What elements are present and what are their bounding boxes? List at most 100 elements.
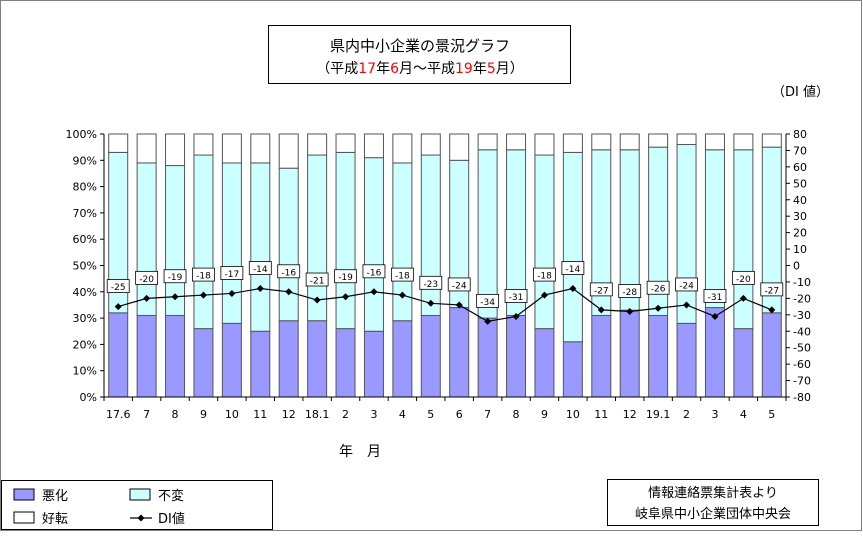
x-tick-label: 4 [399, 408, 406, 421]
right-tick-label: 80 [793, 128, 807, 141]
di-data-label: -14 [566, 265, 581, 275]
subtitle-part: 19 [455, 61, 473, 77]
legend-label-better: 好転 [42, 512, 68, 527]
di-point [739, 294, 747, 302]
right-tick-label: 10 [793, 243, 807, 256]
legend-swatch-same [129, 488, 151, 501]
subtitle-part: （平成 [316, 61, 358, 77]
di-label-box [192, 267, 215, 282]
bar-worse [278, 320, 299, 398]
bar-better [250, 133, 271, 164]
di-point [313, 296, 321, 304]
bar-better [477, 133, 498, 151]
bar-same [335, 151, 356, 330]
right-tick-label: -30 [793, 309, 811, 322]
bar-same [534, 154, 555, 330]
x-tick-label: 11 [253, 408, 267, 421]
right-tick-label: 40 [793, 194, 807, 207]
bar-worse [449, 307, 470, 398]
di-label-box [248, 261, 272, 275]
left-tick-label: 40% [73, 286, 97, 299]
bar-worse [733, 328, 754, 398]
left-tick-label: 50% [73, 260, 97, 273]
di-label-box [277, 264, 301, 279]
x-tick-label: 5 [768, 408, 775, 421]
legend-label-worse: 悪化 [42, 489, 68, 504]
x-tick-label: 11 [594, 408, 608, 421]
di-data-label: -27 [764, 286, 779, 296]
di-data-label: -14 [253, 265, 268, 275]
left-tick-label: 90% [73, 154, 97, 167]
di-data-label: -25 [111, 283, 126, 293]
x-tick-label: 9 [541, 408, 548, 421]
bar-better [108, 133, 129, 153]
subtitle-part: 17 [358, 61, 376, 77]
right-tick-label: -20 [793, 292, 811, 305]
di-data-label: -19 [168, 273, 183, 283]
di-data-label: -20 [139, 275, 154, 285]
axes-group: 0% 10% 20% 30% 40% 50% 60% 70% 80% 90% 100% -80 -70 -… [66, 128, 811, 421]
di-point [569, 285, 577, 293]
di-label-box [135, 270, 159, 285]
chart-title: 県内中小企業の景況グラフ [330, 37, 510, 55]
left-tick-label: 100% [66, 128, 97, 141]
bar-worse [506, 314, 527, 398]
right-tick-label: 50 [793, 177, 807, 190]
bar-better [733, 133, 754, 151]
di-line-group [114, 285, 776, 325]
di-label-box [675, 277, 698, 292]
di-point [626, 308, 634, 316]
bar-worse [704, 307, 725, 398]
di-point [711, 312, 719, 320]
subtitle-part: 年 [376, 61, 390, 77]
bar-better [136, 133, 157, 164]
bar-worse [591, 314, 612, 398]
di-point [398, 291, 406, 299]
di-point [228, 289, 236, 297]
di-labels-group: -25 -20 -19 -18 -17 -14 -16 -21 -19 -16 -18 -23 -24 -… [106, 261, 784, 308]
bar-better [704, 133, 725, 151]
di-data-label: -23 [423, 280, 438, 290]
di-point [171, 293, 179, 301]
bar-better [165, 133, 186, 167]
bar-worse [307, 320, 328, 398]
legend-swatch-better [13, 511, 35, 524]
left-tick-label: 60% [73, 233, 97, 246]
bar-same [278, 167, 299, 322]
left-tick-label: 10% [73, 365, 97, 378]
di-label-box [731, 270, 755, 285]
di-label-box [163, 269, 187, 284]
di-data-label: -31 [509, 293, 524, 303]
di-label-box [618, 284, 642, 298]
x-tick-label: 17.6 [106, 408, 131, 421]
di-label-box [476, 293, 500, 308]
x-tick-label: 2 [683, 408, 690, 421]
x-tick-label: 12 [282, 408, 296, 421]
x-tick-label: 19.1 [646, 408, 671, 421]
subtitle-part: 月～平成 [399, 61, 455, 77]
bar-worse [165, 314, 186, 398]
di-label-box [760, 282, 784, 297]
x-tick-label: 10 [566, 408, 580, 421]
bar-better [761, 133, 782, 148]
legend-label-same: 不変 [158, 488, 184, 504]
bar-worse [420, 314, 441, 398]
di-label-box [646, 280, 670, 295]
x-tick-label: 5 [427, 408, 434, 421]
di-point [256, 285, 264, 293]
di-data-label: -31 [708, 293, 723, 303]
bar-same [307, 154, 328, 322]
right-tick-label: -60 [793, 358, 811, 371]
left-tick-label: 0% [80, 391, 97, 404]
di-data-label: -28 [622, 288, 637, 298]
left-tick-label: 70% [73, 207, 97, 220]
bar-better [648, 133, 669, 148]
bar-better [363, 133, 384, 159]
x-tick-label: 4 [740, 408, 747, 421]
di-point [654, 304, 662, 312]
di-point [768, 306, 776, 314]
bar-better [562, 133, 583, 153]
bar-worse [335, 328, 356, 398]
bar-better [449, 133, 470, 161]
di-label-box [220, 266, 244, 280]
